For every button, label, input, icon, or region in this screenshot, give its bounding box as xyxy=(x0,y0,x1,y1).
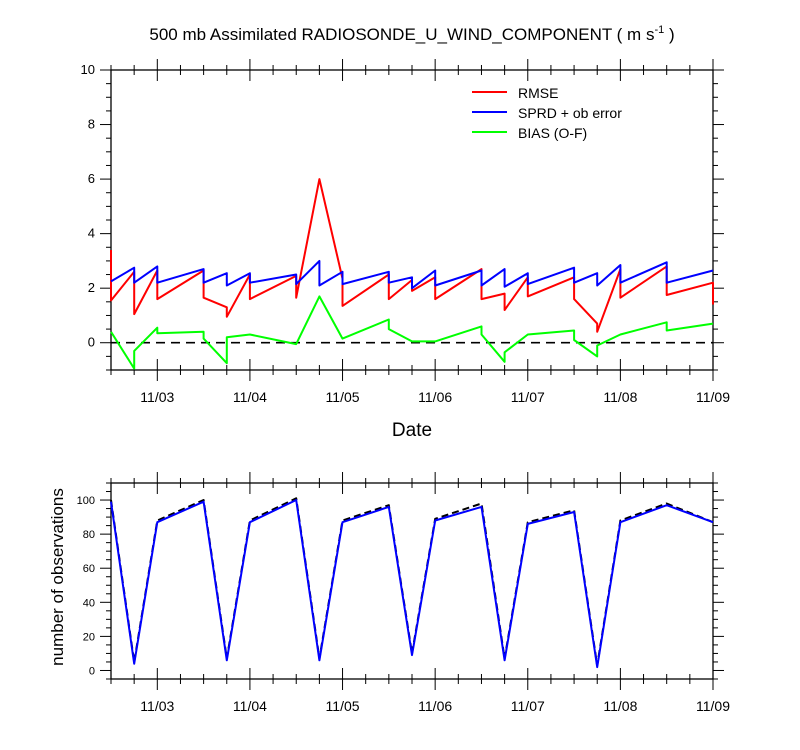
bottom-axes: 0 20 40 60 80 100 11/03 11/04 11/05 11/06 11/07 11/… xyxy=(77,472,730,714)
bottom-y-axis-label: number of observations xyxy=(48,488,67,666)
top-x-tick-label: 11/04 xyxy=(233,389,267,405)
top-x-tick-label: 11/06 xyxy=(418,389,452,405)
bottom-x-tick-label: 11/08 xyxy=(603,698,637,714)
bottom-series xyxy=(110,497,714,669)
bottom-y-tick-label: 80 xyxy=(83,529,95,541)
top-y-tick-label: 2 xyxy=(88,280,95,295)
bottom-y-tick-label: 20 xyxy=(83,631,95,643)
legend-rmse-label: RMSE xyxy=(518,85,558,101)
legend-sprd-label: SPRD + ob error xyxy=(518,105,622,121)
bottom-y-tick-label: 100 xyxy=(77,495,95,507)
top-y-tick-label: 6 xyxy=(88,171,95,186)
bottom-x-tick-label: 11/06 xyxy=(418,698,452,714)
top-series-sprd-ob-error xyxy=(110,259,714,290)
top-y-tick-label: 0 xyxy=(88,335,95,350)
top-series-rmse xyxy=(110,178,714,333)
legend-bias-label: BIAS (O-F) xyxy=(518,125,587,141)
top-x-tick-label: 11/08 xyxy=(603,389,637,405)
bottom-x-tick-label: 11/07 xyxy=(511,698,545,714)
bottom-y-tick-label: 60 xyxy=(83,563,95,575)
top-x-axis-label: Date xyxy=(392,420,432,441)
top-x-tick-label: 11/09 xyxy=(696,389,730,405)
bottom-x-tick-label: 11/03 xyxy=(140,698,174,714)
top-x-tick-label: 11/07 xyxy=(511,389,545,405)
top-x-tick-label: 11/03 xyxy=(140,389,174,405)
top-y-tick-label: 8 xyxy=(88,117,95,132)
bottom-y-tick-label: 0 xyxy=(89,665,95,677)
bottom-x-tick-label: 11/09 xyxy=(696,698,730,714)
bottom-y-tick-label: 40 xyxy=(83,597,95,609)
top-legend: RMSE SPRD + ob error BIAS (O-F) xyxy=(472,85,622,141)
top-y-tick-label: 4 xyxy=(88,226,95,241)
top-axes: 0 2 4 6 8 10 11/03 11/04 11/05 11/06 11/07 11/08 11/… xyxy=(81,59,730,405)
top-y-tick-label: 10 xyxy=(81,62,95,77)
bottom-x-tick-label: 11/04 xyxy=(233,698,267,714)
top-x-tick-label: 11/05 xyxy=(326,389,360,405)
bottom-series-obs-assimilated xyxy=(110,499,714,669)
top-chart-title: 500 mb Assimilated RADIOSONDE_U_WIND_COM… xyxy=(149,24,674,44)
bottom-series-obs-possible xyxy=(110,497,714,667)
top-series-bias-o-f xyxy=(110,295,714,370)
top-series xyxy=(110,178,714,370)
top-plot-frame xyxy=(110,69,714,371)
bottom-x-tick-label: 11/05 xyxy=(326,698,360,714)
